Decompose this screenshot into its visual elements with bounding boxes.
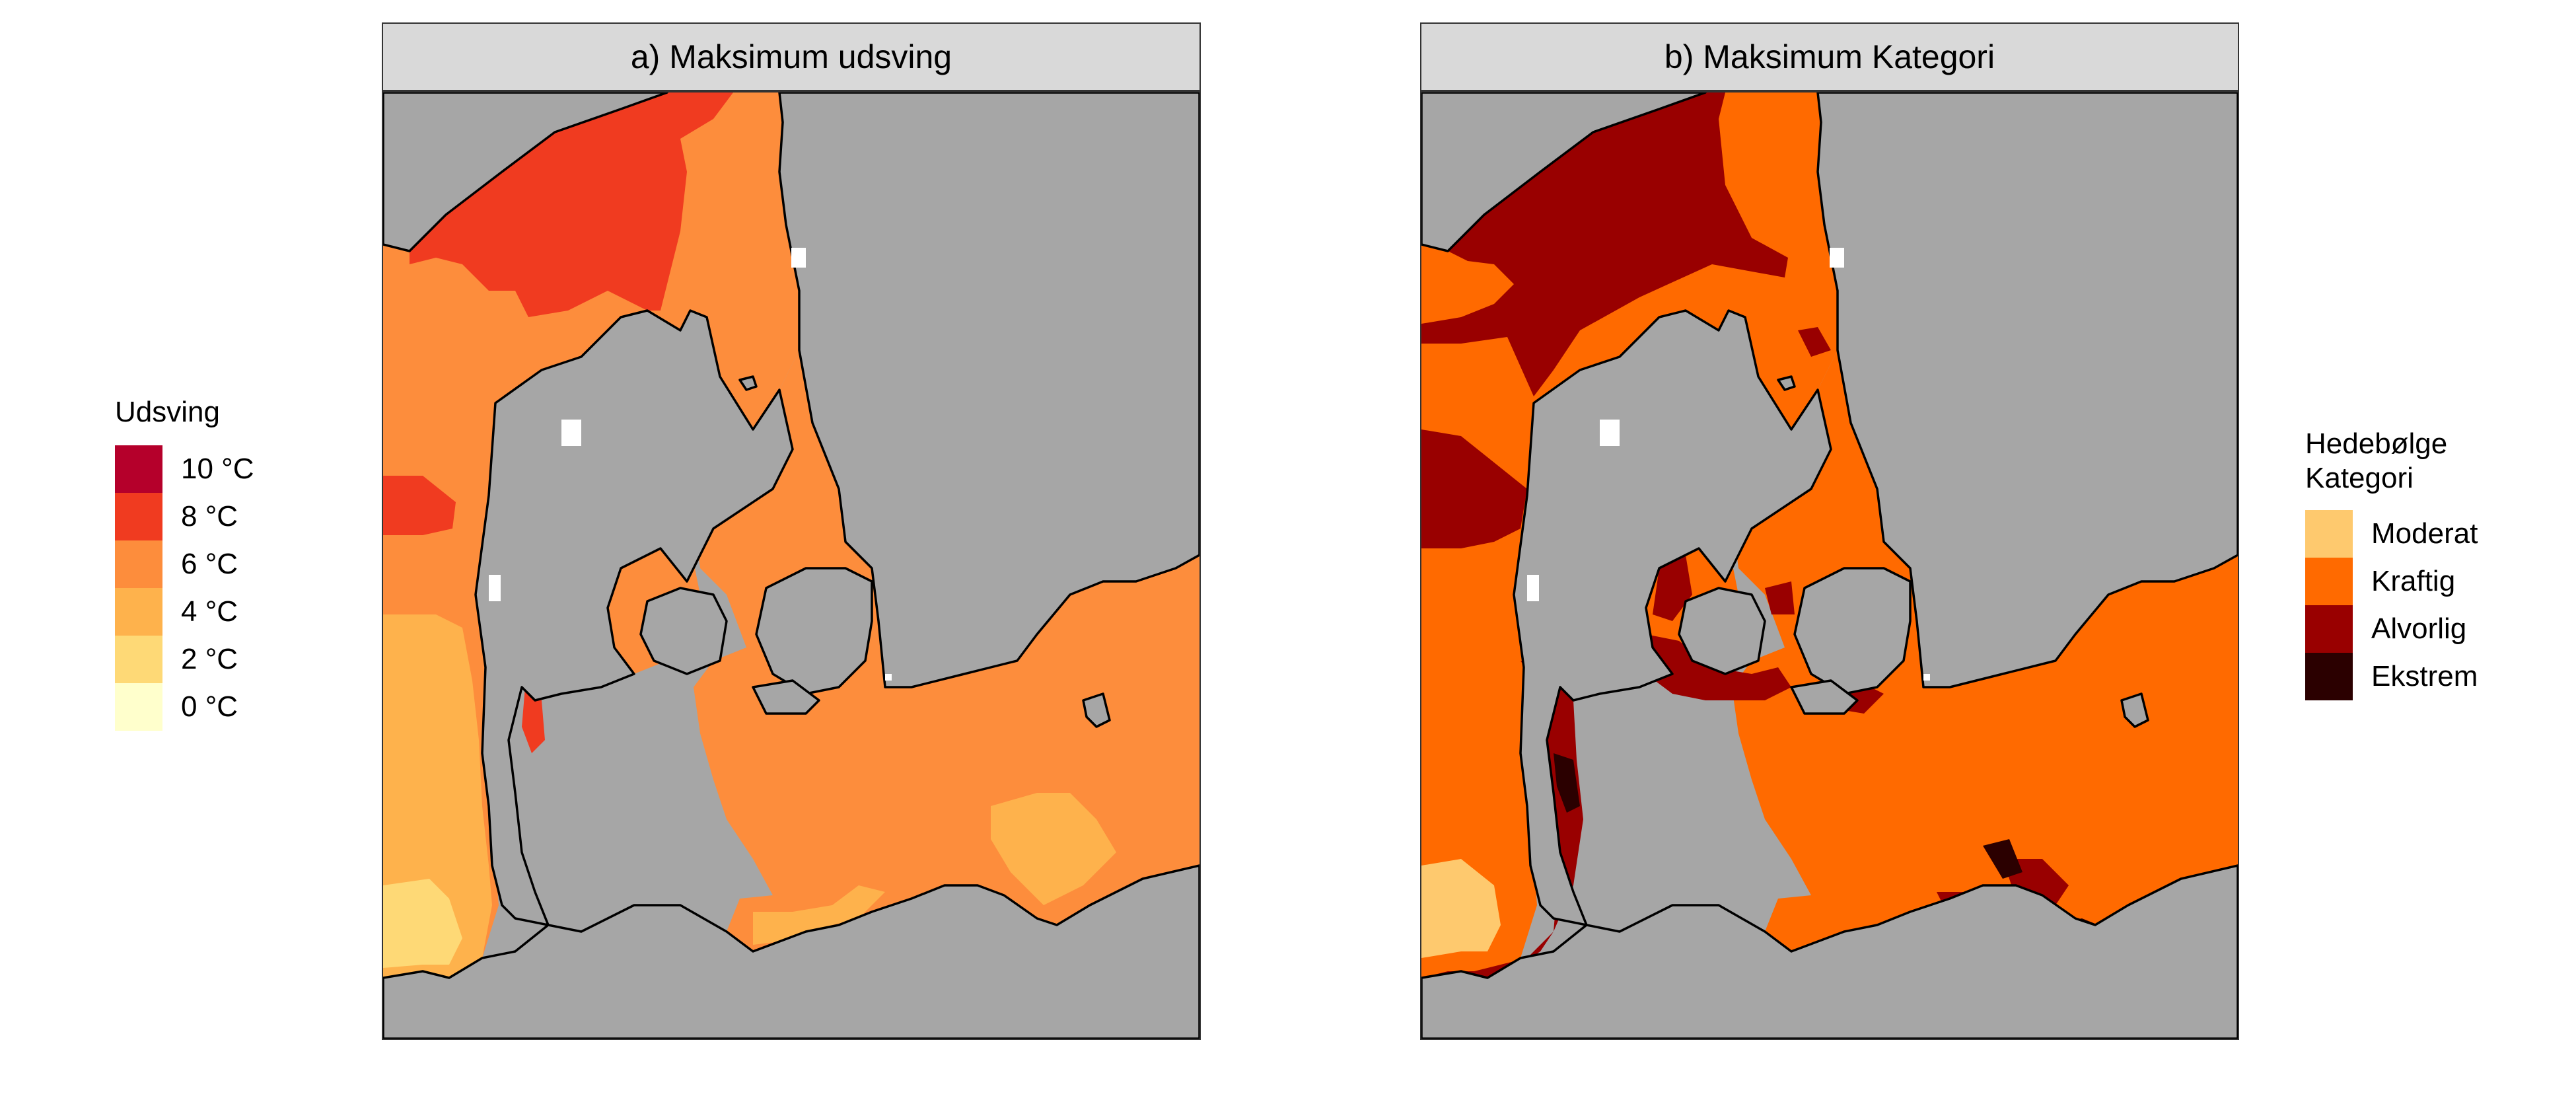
udsving-legend: Udsving 10 °C 8 °C 6 °C 4 °C 2 °C 0 °C [115,395,254,731]
no-data-cell [1527,575,1539,601]
landmasses [1421,92,2238,1039]
legend-swatch [115,636,162,683]
land-zealand [755,567,873,695]
legend-swatch [2305,605,2353,653]
land-bornholm [1082,692,1111,728]
map-plot [1420,91,2239,1040]
legend-swatch [115,588,162,636]
no-data-cells [489,248,892,681]
zone-8c-wadden [522,687,545,753]
legend-swatch [2305,558,2353,605]
legend-swatch [115,683,162,731]
panel-title-strip: b) Maksimum Kategori [1420,22,2239,91]
no-data-cell [1600,420,1620,446]
land-sweden [778,92,1199,688]
legend-item-ekstrem: Ekstrem [2305,653,2478,700]
zone-alvorlig-skagerrak [1421,92,1788,396]
legend-item-4c: 4 °C [115,588,254,636]
legend-label: 0 °C [181,690,238,723]
land-germany [1421,864,2238,1039]
sea-kattegat [661,311,1199,951]
kategori-legend-items: Moderat Kraftig Alvorlig Ekstrem [2305,510,2478,700]
no-data-cells [1527,248,1930,681]
legend-item-2c: 2 °C [115,636,254,683]
legend-item-alvorlig: Alvorlig [2305,605,2478,653]
legend-item-0c: 0 °C [115,683,254,731]
land-jutland [474,309,794,926]
land-funen [1678,587,1766,675]
legend-label: 2 °C [181,643,238,675]
landmasses [383,92,1199,1039]
land-zealand [1793,567,1912,695]
land-germany [383,864,1199,1039]
land-lolland [1790,679,1859,715]
zone-moderat-west [1421,859,1501,958]
zone-8c-skagerrak [410,92,733,317]
land-bornholm [2120,692,2149,728]
legend-swatch [115,493,162,540]
no-data-cell [561,420,581,446]
zone-alvorlig-belts [1646,634,1791,700]
legend-label: Ekstrem [2371,660,2478,692]
no-data-cell [1830,248,1844,268]
kategori-legend: Hedebølge Kategori Moderat Kraftig Alvor… [2305,427,2478,700]
zone-ekstrem-kiel [1983,839,2022,879]
land-anholt [1777,375,1796,391]
zone-8c-west [383,476,456,535]
zone-4c-bight [753,885,885,945]
legend-label: 10 °C [181,453,254,485]
zone-alvorlig-isefjord [1765,581,1795,614]
zone-alvorlig-lillebaelt [1653,555,1692,621]
legend-item-8c: 8 °C [115,493,254,540]
no-data-cell [791,248,806,268]
zone-alvorlig-west [1421,429,1527,548]
legend-swatch [115,445,162,493]
zone-alvorlig-kattegat-east [1798,327,1831,357]
kategori-legend-title: Hedebølge Kategori [2305,427,2448,494]
legend-label: 6 °C [181,548,238,580]
legend-swatch [115,540,162,588]
zone-ekstrem-wadden [1554,753,1580,813]
land-norway [1421,92,1707,252]
sea-north [383,92,799,978]
zone-4c-baltic [991,793,1116,905]
no-data-cell [1923,674,1930,681]
no-data-cell [489,575,501,601]
legend-label: 8 °C [181,500,238,533]
map-plot [382,91,1201,1040]
legend-item-6c: 6 °C [115,540,254,588]
land-jutland [1513,309,1832,926]
legend-label: 4 °C [181,595,238,628]
legend-item-kraftig: Kraftig [2305,558,2478,605]
legend-item-10c: 10 °C [115,445,254,493]
panel-title: a) Maksimum udsving [630,38,952,75]
zone-2c-west [383,879,462,968]
panel-maksimum-kategori: b) Maksimum Kategori [1420,22,2239,1040]
panel-title-strip: a) Maksimum udsving [382,22,1201,91]
sea-cooler-zones [383,614,1116,978]
land-sweden [1816,92,2238,688]
map-kategori-svg [1421,92,2238,1039]
legend-label: Moderat [2371,517,2478,550]
panel-maksimum-udsving: a) Maksimum udsving [382,22,1201,1040]
land-lolland [752,679,820,715]
land-norway [383,92,668,252]
legend-label: Alvorlig [2371,612,2467,645]
udsving-legend-title: Udsving [115,396,220,428]
map-udsving-svg [383,92,1199,1039]
panel-title: b) Maksimum Kategori [1664,38,1995,75]
legend-label: Kraftig [2371,565,2456,597]
legend-item-moderat: Moderat [2305,510,2478,558]
legend-swatch [2305,653,2353,700]
legend-swatch [2305,510,2353,558]
land-anholt [738,375,758,391]
udsving-legend-items: 10 °C 8 °C 6 °C 4 °C 2 °C 0 °C [115,445,254,731]
sea-kattegat [1699,311,2238,951]
land-funen [639,587,728,675]
no-data-cell [885,674,892,681]
